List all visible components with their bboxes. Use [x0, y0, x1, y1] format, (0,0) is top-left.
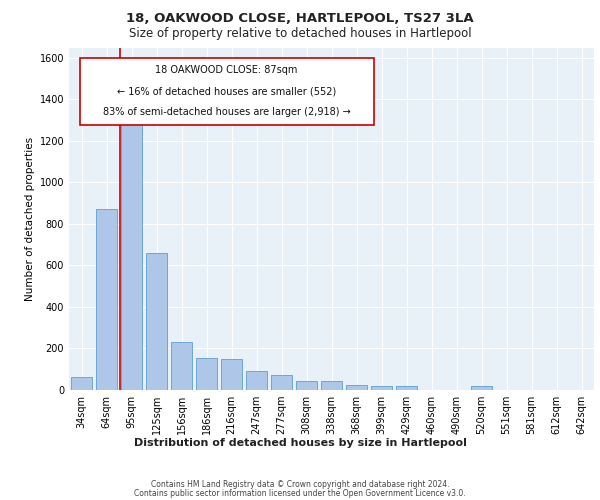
Text: Contains HM Land Registry data © Crown copyright and database right 2024.: Contains HM Land Registry data © Crown c… [151, 480, 449, 489]
Bar [196, 358, 217, 390]
Bar [146, 253, 167, 390]
Bar [471, 386, 492, 390]
Text: Contains public sector information licensed under the Open Government Licence v3: Contains public sector information licen… [134, 488, 466, 498]
Text: Size of property relative to detached houses in Hartlepool: Size of property relative to detached ho… [128, 28, 472, 40]
Text: 83% of semi-detached houses are larger (2,918) →: 83% of semi-detached houses are larger (… [103, 107, 350, 117]
Text: 18, OAKWOOD CLOSE, HARTLEPOOL, TS27 3LA: 18, OAKWOOD CLOSE, HARTLEPOOL, TS27 3LA [126, 12, 474, 26]
Bar [71, 376, 92, 390]
Bar [121, 116, 142, 390]
Bar [321, 380, 342, 390]
Bar [396, 386, 417, 390]
Bar [171, 342, 192, 390]
Y-axis label: Number of detached properties: Number of detached properties [25, 136, 35, 301]
Bar [246, 372, 267, 390]
Bar [371, 386, 392, 390]
Bar [96, 210, 117, 390]
Bar [296, 380, 317, 390]
Bar [346, 385, 367, 390]
Text: Distribution of detached houses by size in Hartlepool: Distribution of detached houses by size … [134, 438, 466, 448]
FancyBboxPatch shape [79, 58, 374, 124]
Text: 18 OAKWOOD CLOSE: 87sqm: 18 OAKWOOD CLOSE: 87sqm [155, 66, 298, 76]
Bar [221, 359, 242, 390]
Text: ← 16% of detached houses are smaller (552): ← 16% of detached houses are smaller (55… [117, 86, 336, 96]
Bar [271, 376, 292, 390]
